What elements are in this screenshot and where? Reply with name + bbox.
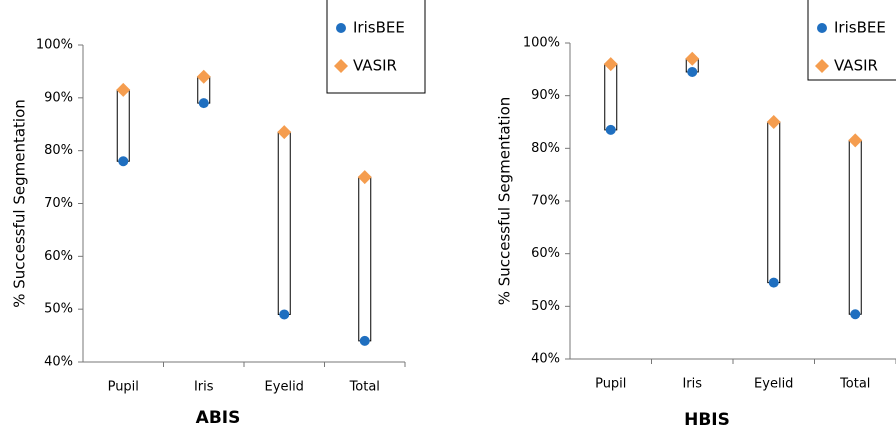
dot [850,309,861,320]
y-tick-label: 60% [44,249,73,264]
y-tick-label: 70% [531,194,560,209]
chart-title: HBIS [684,410,730,430]
dot [279,309,290,320]
diamond [603,57,618,72]
legend-box [326,0,426,94]
diamond [357,170,372,185]
x-tick-label: Pupil [595,377,626,392]
legend-label: VASIR [834,57,878,75]
y-tick-label: 80% [44,143,73,158]
diamond [116,82,131,97]
y-tick-label: 60% [531,246,560,261]
x-tick-label: Total [839,377,870,392]
legend-label: VASIR [353,57,397,75]
x-tick-label: Pupil [108,380,139,395]
dot [118,156,129,167]
range-bar [767,121,781,284]
y-tick-label: 50% [44,302,73,317]
chart-title: ABIS [196,408,241,428]
diamond [848,133,863,148]
legend-label: IrisBEE [834,19,886,37]
range-bar [604,63,618,131]
diamond [815,59,829,73]
range-bar [116,89,130,162]
x-tick-label: Iris [194,380,214,395]
y-tick-label: 80% [531,141,560,156]
y-tick-label: 100% [523,36,560,51]
legend-label: IrisBEE [353,19,405,37]
dot [817,23,827,33]
x-tick-label: Eyelid [754,377,793,392]
diamond [277,125,292,140]
dot [687,66,698,77]
dot [605,124,616,135]
y-tick-label: 90% [44,90,73,105]
range-bar [358,176,372,342]
y-tick-label: 100% [36,38,73,53]
x-tick-label: Total [349,380,380,395]
x-tick-label: Iris [682,377,702,392]
x-tick-label: Eyelid [265,380,304,395]
y-tick-label: 40% [44,355,73,370]
y-tick-label: 70% [44,196,73,211]
y-axis-label: % Successful Segmentation [11,99,29,308]
range-bar [277,131,291,315]
y-tick-label: 50% [531,299,560,314]
y-axis-label: % Successful Segmentation [496,97,514,306]
diamond [334,59,348,73]
diamond [196,69,211,84]
dot [768,277,779,288]
dot [336,23,346,33]
range-bar [848,139,862,315]
diamond [685,51,700,66]
dot [359,335,370,346]
y-tick-label: 40% [531,352,560,367]
diamond [766,115,781,129]
y-tick-label: 90% [531,88,560,103]
dot [198,98,209,109]
